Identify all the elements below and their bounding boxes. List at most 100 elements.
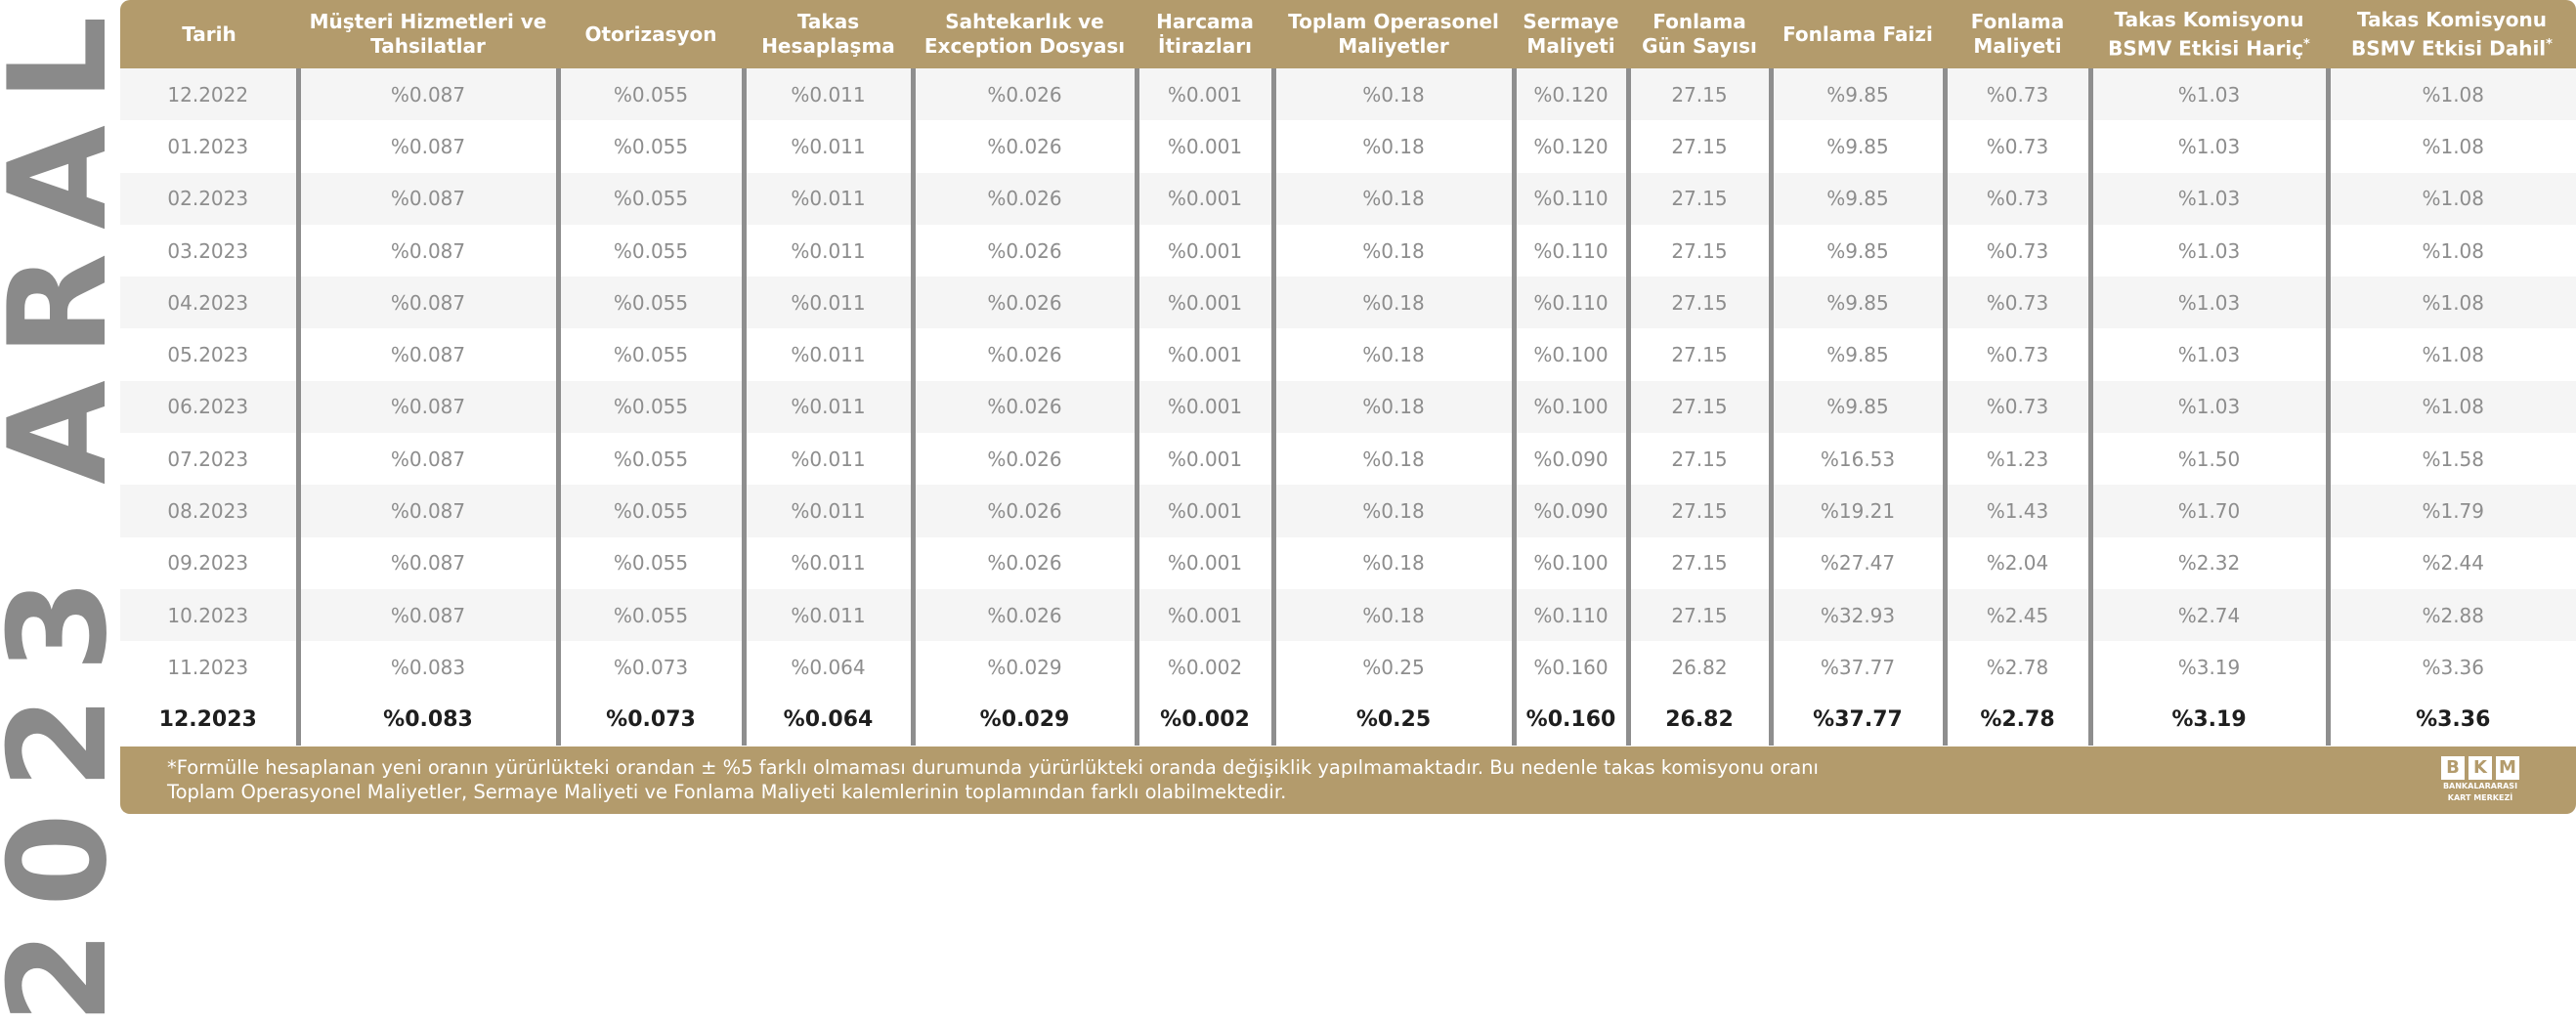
table-cell: %0.029 (910, 641, 1137, 694)
footnote-line-2: Toplam Operasyonel Maliyetler, Sermaye M… (167, 781, 1287, 803)
col-header-takas-hesaplasma: Takas Hesaplaşma (744, 0, 913, 68)
col-header-harcama-itirazlari: Harcama İtirazları (1137, 0, 1273, 68)
table-cell: %2.78 (1942, 641, 2090, 694)
footer-bar: *Formülle hesaplanan yeni oranın yürürlü… (120, 747, 2576, 814)
table-cell: %0.055 (555, 277, 744, 329)
table-row: 04.2023 %0.087 %0.055 %0.011 %0.026 %0.001 %0.… (120, 277, 2576, 329)
footnote-line-1: *Formülle hesaplanan yeni oranın yürürlü… (167, 756, 1819, 779)
table-cell: %1.08 (2325, 68, 2576, 121)
table-cell: %0.055 (555, 485, 744, 537)
summary-cell: %0.064 (741, 693, 913, 746)
table-cell: %19.21 (1768, 485, 1945, 537)
table-cell: %0.18 (1270, 328, 1514, 381)
col-header-tarih: Tarih (120, 0, 298, 68)
summary-cell: %0.25 (1270, 693, 1514, 746)
bkm-logo-letters: B K M (2437, 756, 2523, 780)
table-cell: %1.03 (2087, 277, 2328, 329)
table-cell: %0.055 (555, 433, 744, 486)
table-cell: %0.011 (741, 485, 913, 537)
table-row: 11.2023 %0.083 %0.073 %0.064 %0.029 %0.002 %0.… (120, 641, 2576, 694)
table-cell: %27.47 (1768, 536, 1945, 589)
table-cell: %0.002 (1134, 641, 1273, 694)
table-row: 06.2023 %0.087 %0.055 %0.011 %0.026 %0.001 %0.… (120, 380, 2576, 434)
table-cell: 04.2023 (120, 277, 298, 329)
table-cell: 03.2023 (120, 224, 298, 277)
table-cell: 27.15 (1625, 172, 1771, 225)
summary-cell: %0.083 (295, 693, 558, 746)
table-cell: %1.03 (2087, 328, 2328, 381)
table-cell: %0.18 (1270, 485, 1514, 537)
table-cell: %0.001 (1134, 433, 1273, 486)
table-cell: %0.026 (910, 536, 1137, 589)
table-cell: %0.087 (295, 328, 558, 381)
summary-cell: %0.029 (910, 693, 1137, 746)
table-cell: %0.011 (741, 433, 913, 486)
table-cell: %2.32 (2087, 536, 2328, 589)
table-cell: %0.087 (295, 120, 558, 173)
table-cell: 06.2023 (120, 380, 298, 434)
table-cell: %0.110 (1511, 224, 1628, 277)
summary-cell: %0.160 (1511, 693, 1628, 746)
table-cell: %1.03 (2087, 120, 2328, 173)
table-cell: %0.18 (1270, 172, 1514, 225)
logo-letter: B (2441, 756, 2465, 780)
footnote: *Formülle hesaplanan yeni oranın yürürlü… (167, 755, 1819, 804)
table-cell: %1.23 (1942, 433, 2090, 486)
side-title-text: 2023 ARALIK (0, 0, 137, 1024)
table-cell: %0.18 (1270, 277, 1514, 329)
table-cell: %0.001 (1134, 277, 1273, 329)
table-cell: %0.001 (1134, 380, 1273, 434)
table-cell: %1.08 (2325, 380, 2576, 434)
table-cell: %0.011 (741, 588, 913, 642)
table-cell: 27.15 (1625, 433, 1771, 486)
summary-row: 12.2023 %0.083 %0.073 %0.064 %0.029 %0.002 %0.… (120, 693, 2576, 746)
table-cell: %0.73 (1942, 68, 2090, 121)
table-cell: %0.160 (1511, 641, 1628, 694)
table-row: 05.2023 %0.087 %0.055 %0.011 %0.026 %0.001 %0.… (120, 328, 2576, 381)
col-header-sahtekarlik: Sahtekarlık ve Exception Dosyası (913, 0, 1137, 68)
table-cell: %0.087 (295, 536, 558, 589)
table-cell: %0.026 (910, 172, 1137, 225)
table-cell: 10.2023 (120, 588, 298, 642)
table-cell: %2.04 (1942, 536, 2090, 589)
logo-subtitle-1: BANKALARARASI (2442, 782, 2518, 790)
col-header-fonlama-maliyeti: Fonlama Maliyeti (1945, 0, 2090, 68)
table-cell: %0.026 (910, 485, 1137, 537)
table-cell: %1.08 (2325, 328, 2576, 381)
table-cell: 26.82 (1625, 641, 1771, 694)
table-cell: %0.026 (910, 328, 1137, 381)
asterisk-mark: * (2546, 36, 2553, 52)
table-cell: %1.58 (2325, 433, 2576, 486)
table-body: 12.2022 %0.087 %0.055 %0.011 %0.026 %0.001 %0.… (120, 68, 2576, 746)
table-cell: %9.85 (1768, 277, 1945, 329)
table-cell: %0.055 (555, 328, 744, 381)
logo-letter: K (2469, 756, 2492, 780)
table-cell: %9.85 (1768, 380, 1945, 434)
table-cell: %3.36 (2325, 641, 2576, 694)
col-header-bsmv-haric-label: Takas Komisyonu BSMV Etkisi Hariç (2108, 7, 2304, 61)
table-row: 02.2023 %0.087 %0.055 %0.011 %0.026 %0.001 %0.… (120, 172, 2576, 225)
table-cell: %0.087 (295, 277, 558, 329)
logo-letter: M (2496, 756, 2519, 780)
table-cell: %0.110 (1511, 172, 1628, 225)
table-cell: %0.055 (555, 588, 744, 642)
table-cell: %1.43 (1942, 485, 2090, 537)
summary-cell: 26.82 (1625, 693, 1771, 746)
table-cell: 02.2023 (120, 172, 298, 225)
table-cell: %0.026 (910, 68, 1137, 121)
table-cell: %9.85 (1768, 224, 1945, 277)
col-header-otorizasyon: Otorizasyon (558, 0, 744, 68)
table-row: 09.2023 %0.087 %0.055 %0.011 %0.026 %0.001 %0.… (120, 536, 2576, 589)
table-cell: %0.055 (555, 536, 744, 589)
col-header-bsmv-dahil-label: Takas Komisyonu BSMV Etkisi Dahil (2351, 7, 2547, 61)
table-cell: %0.100 (1511, 536, 1628, 589)
table-cell: %9.85 (1768, 120, 1945, 173)
table-cell: %0.011 (741, 224, 913, 277)
table-cell: %0.110 (1511, 277, 1628, 329)
table-row: 07.2023 %0.087 %0.055 %0.011 %0.026 %0.001 %0.… (120, 433, 2576, 486)
table-cell: %0.73 (1942, 328, 2090, 381)
table-cell: %0.001 (1134, 588, 1273, 642)
col-header-sermaye-maliyeti: Sermaye Maliyeti (1514, 0, 1628, 68)
table-cell: %0.011 (741, 172, 913, 225)
table-cell: %0.011 (741, 277, 913, 329)
